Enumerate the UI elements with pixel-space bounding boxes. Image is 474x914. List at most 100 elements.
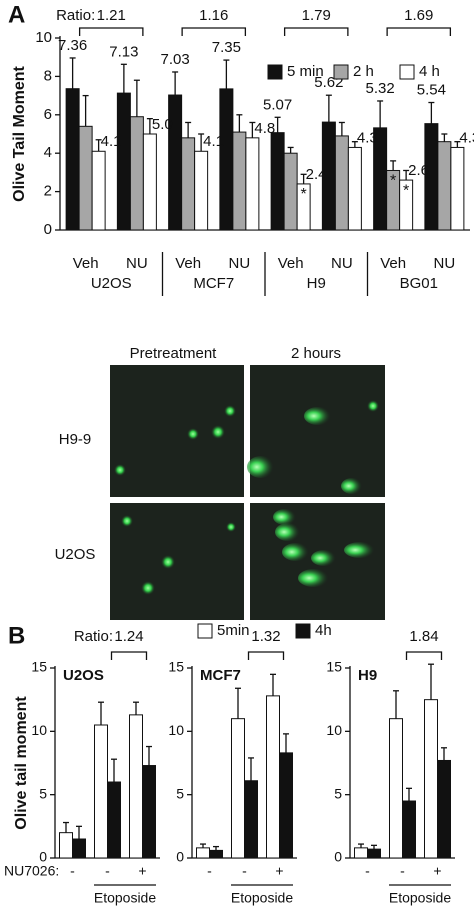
error-bar [274, 116, 281, 133]
bar [219, 88, 234, 231]
ratio-bracket [247, 651, 285, 660]
bar [194, 150, 209, 231]
significance-mark: * [390, 173, 396, 190]
bar [181, 137, 196, 231]
legend-swatch [295, 623, 311, 639]
error-bar [403, 169, 410, 181]
bar [347, 146, 362, 231]
legend-swatch [197, 623, 213, 639]
chart-title: H9 [358, 667, 377, 684]
ratio-value: 1.69 [404, 7, 433, 24]
ratio-value: 1.16 [199, 7, 228, 24]
error-bar [406, 787, 412, 801]
error-bar [63, 821, 69, 833]
x-tick-label: + [275, 863, 283, 879]
y-tick-label: 10 [35, 29, 52, 46]
data-label: 4.1 [101, 133, 122, 150]
bar [142, 765, 156, 859]
ratio-bracket [405, 651, 443, 660]
row-label: NU7026: [4, 863, 59, 879]
error-bar [111, 758, 117, 782]
micrograph [110, 365, 244, 497]
group-label: Etoposide [389, 890, 451, 906]
group-label: Etoposide [94, 890, 156, 906]
x-tick-label: - [70, 863, 75, 879]
y-tick-label: 0 [39, 849, 47, 865]
micrograph [250, 503, 385, 620]
error-bar [133, 79, 140, 117]
group-label: BG01 [400, 275, 438, 292]
error-bar [390, 160, 397, 171]
legend-swatch [399, 64, 415, 80]
image-row-label: H9-9 [59, 431, 92, 448]
significance-mark: * [403, 182, 409, 199]
ratio-value: 1.21 [97, 7, 126, 24]
y-tick-label: 0 [176, 849, 184, 865]
bar [65, 88, 80, 231]
x-tick-label: - [242, 863, 247, 879]
x-tick-label: NU [126, 255, 148, 272]
significance-mark: * [406, 803, 412, 820]
y-tick-label: 4 [44, 144, 52, 161]
error-bar [249, 121, 256, 138]
ratio-bracket [78, 27, 144, 36]
image-row-label: U2OS [55, 546, 96, 563]
x-tick-label: + [433, 863, 441, 879]
legend-label: 4 h [419, 63, 440, 80]
bar [129, 714, 143, 859]
ratio-value: 1.24 [114, 628, 143, 645]
y-tick-label: 6 [44, 106, 52, 123]
chart-title: U2OS [63, 667, 104, 684]
y-tick-label: 15 [168, 659, 184, 675]
data-label: 7.35 [212, 39, 241, 56]
error-bar [213, 845, 219, 851]
image-column-label: Pretreatment [130, 345, 218, 362]
y-axis-label: Olive Tail Moment [11, 65, 28, 201]
error-bar [76, 825, 82, 839]
data-label: 2.4 [306, 166, 327, 183]
error-bar [69, 57, 76, 89]
x-tick-label: Veh [175, 255, 201, 272]
error-bar [223, 59, 230, 89]
y-tick-label: 5 [176, 785, 184, 801]
error-bar [270, 673, 276, 696]
micrograph [247, 365, 385, 497]
error-bar [235, 687, 241, 719]
significance-mark: * [301, 186, 307, 203]
legend-label: 2 h [353, 63, 374, 80]
bar [142, 133, 157, 231]
y-axis-label: Olive tail moment [13, 696, 30, 830]
error-bar [371, 844, 377, 850]
error-bar [172, 71, 179, 96]
bar [354, 847, 368, 859]
bar [270, 132, 285, 231]
error-bar [98, 701, 104, 725]
error-bar [325, 94, 332, 123]
image-column-label: 2 hours [291, 345, 341, 362]
ratio-bracket [386, 27, 452, 36]
bar [78, 125, 93, 231]
error-bar [185, 121, 192, 138]
y-tick-label: 5 [334, 785, 342, 801]
legend-label: 5min [217, 622, 250, 639]
bar [437, 759, 451, 859]
error-bar [133, 701, 139, 715]
bar [196, 847, 210, 859]
panel-label: A [8, 1, 25, 28]
bar [367, 848, 381, 859]
bar [437, 141, 452, 231]
ratio-value: 1.84 [409, 628, 438, 645]
bar [107, 781, 121, 859]
y-tick-label: 15 [326, 659, 342, 675]
error-bar [377, 100, 384, 128]
x-tick-label: Veh [278, 255, 304, 272]
y-tick-label: 5 [39, 785, 47, 801]
legend-label: 4h [315, 622, 332, 639]
data-label: 7.03 [161, 51, 190, 68]
ratio-bracket [110, 651, 148, 660]
y-tick-label: 0 [44, 221, 52, 238]
bar [424, 699, 438, 859]
error-bar [120, 63, 127, 94]
data-label: 5.07 [263, 96, 292, 113]
